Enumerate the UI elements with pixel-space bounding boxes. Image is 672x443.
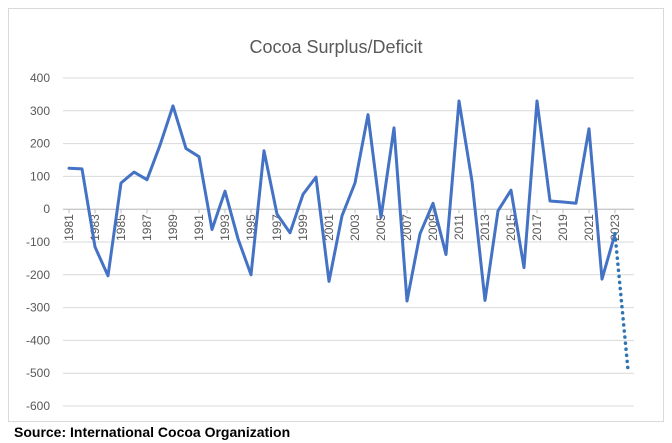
x-tick-label: 2021 bbox=[582, 214, 596, 241]
x-tick-label: 1981 bbox=[62, 214, 76, 241]
source-note: Source: International Cocoa Organization bbox=[14, 424, 291, 440]
x-tick-label: 2011 bbox=[452, 214, 466, 240]
y-tick-label: -400 bbox=[26, 333, 50, 347]
x-tick-label: 1997 bbox=[270, 214, 284, 241]
series-line bbox=[67, 99, 617, 303]
gridlines bbox=[63, 77, 634, 407]
x-tick-label: 2005 bbox=[374, 214, 388, 241]
y-tick-label: -600 bbox=[26, 399, 50, 413]
x-tick-label: 1999 bbox=[296, 214, 310, 241]
x-tick-label: 2015 bbox=[504, 214, 518, 241]
y-tick-label: -200 bbox=[26, 268, 50, 282]
x-tick-labels: 1981 1983 1985 1987 1989 1991 1993 1995 1997 1999… bbox=[62, 209, 622, 241]
y-tick-label: 300 bbox=[30, 104, 50, 118]
x-tick-label: 2001 bbox=[322, 214, 336, 241]
y-tick-label: -300 bbox=[26, 301, 50, 315]
y-tick-label: -100 bbox=[26, 235, 50, 249]
y-tick-labels: 400 300 200 100 0 -100 -200 -300 -400 -500 -600 bbox=[26, 71, 50, 413]
series-lines bbox=[67, 99, 630, 372]
x-tick-label: 2013 bbox=[478, 214, 492, 241]
series-line-dotted bbox=[613, 232, 630, 372]
x-tick-label: 2023 bbox=[608, 214, 622, 241]
x-tick-label: 1993 bbox=[218, 214, 232, 241]
x-tick-label: 2017 bbox=[530, 214, 544, 241]
x-tick-label: 1985 bbox=[114, 214, 128, 241]
y-tick-label: 200 bbox=[30, 137, 50, 151]
x-tick-label: 2003 bbox=[348, 214, 362, 241]
y-tick-label: 400 bbox=[30, 71, 50, 85]
x-tick-label: 1989 bbox=[166, 214, 180, 241]
y-tick-label: -500 bbox=[26, 366, 50, 380]
x-tick-label: 1991 bbox=[192, 214, 206, 241]
y-tick-label: 100 bbox=[30, 169, 50, 183]
x-tick-label: 2019 bbox=[556, 214, 570, 241]
y-tick-label: 0 bbox=[43, 202, 50, 216]
x-tick-label: 2007 bbox=[400, 214, 414, 241]
x-tick-label: 1987 bbox=[140, 214, 154, 241]
chart-title: Cocoa Surplus/Deficit bbox=[249, 37, 422, 57]
